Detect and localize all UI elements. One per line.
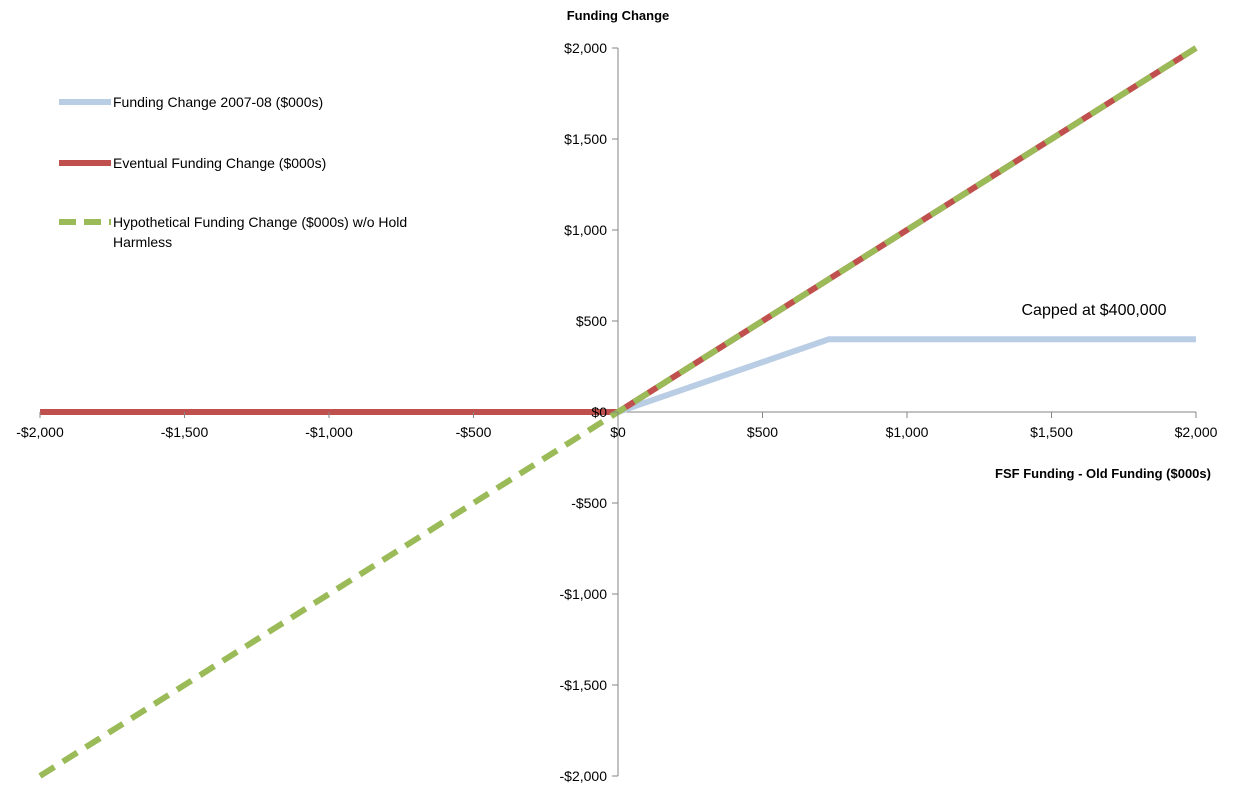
x-tick-label: -$1,500	[161, 424, 209, 440]
legend-label: Funding Change 2007-08 ($000s)	[113, 94, 323, 110]
y-tick-label: -$500	[571, 495, 607, 511]
x-tick-label: $2,000	[1175, 424, 1218, 440]
y-tick-label: $1,000	[564, 222, 607, 238]
x-tick-label: -$1,000	[305, 424, 353, 440]
y-tick-label: $500	[576, 313, 607, 329]
x-axis-title: FSF Funding - Old Funding ($000s)	[995, 466, 1211, 481]
y-tick-label: $0	[591, 404, 607, 420]
x-tick-label: -$500	[456, 424, 492, 440]
legend-label: Eventual Funding Change ($000s)	[113, 155, 326, 171]
y-tick-label: -$1,500	[560, 677, 608, 693]
y-tick-label: -$1,000	[560, 586, 608, 602]
x-tick-label: $1,500	[1030, 424, 1073, 440]
x-tick-label: -$2,000	[16, 424, 64, 440]
cap-annotation: Capped at $400,000	[1021, 302, 1166, 319]
series-line-1	[617, 336, 1196, 415]
y-axis-title: Funding Change	[567, 8, 670, 23]
x-tick-label: $0	[610, 424, 626, 440]
x-tick-label: $500	[747, 424, 778, 440]
x-tick-label: $1,000	[886, 424, 929, 440]
y-tick-label: $1,500	[564, 131, 607, 147]
y-tick-label: $2,000	[564, 40, 607, 56]
y-tick-label: -$2,000	[560, 768, 608, 784]
legend-label: Hypothetical Funding Change ($000s) w/o …	[113, 214, 407, 250]
